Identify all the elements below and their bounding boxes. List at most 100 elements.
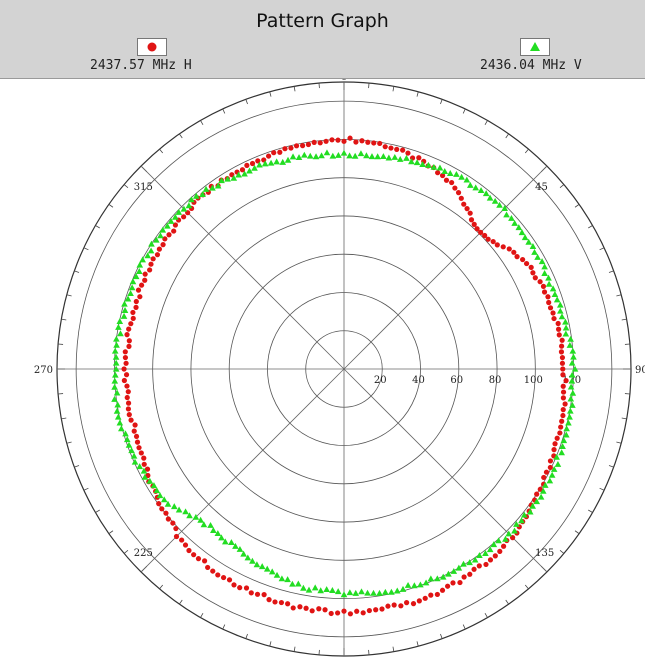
h-pattern-point bbox=[126, 326, 132, 332]
v-pattern-point bbox=[472, 184, 480, 191]
h-pattern-point bbox=[156, 501, 162, 507]
h-pattern-point bbox=[277, 149, 283, 155]
h-pattern-point bbox=[416, 598, 422, 604]
h-pattern-point bbox=[125, 406, 132, 412]
v-pattern-point bbox=[566, 341, 574, 348]
v-pattern-point bbox=[147, 247, 155, 254]
v-pattern-point bbox=[436, 164, 444, 171]
v-pattern-point bbox=[114, 401, 122, 408]
h-pattern-point bbox=[226, 577, 233, 583]
h-pattern-point bbox=[290, 605, 296, 611]
v-pattern-point bbox=[340, 591, 348, 598]
h-pattern-point bbox=[439, 172, 446, 179]
angle-tick bbox=[484, 120, 488, 125]
v-pattern-point bbox=[112, 365, 120, 372]
angle-tick bbox=[599, 247, 605, 251]
v-pattern-point bbox=[193, 192, 200, 199]
h-pattern-point bbox=[365, 139, 371, 145]
h-pattern-point bbox=[560, 383, 566, 389]
h-pattern-point bbox=[530, 270, 536, 276]
angle-tick bbox=[123, 184, 129, 189]
h-pattern-point bbox=[543, 469, 550, 475]
angle-tick bbox=[524, 148, 529, 154]
h-pattern-point bbox=[154, 252, 161, 258]
v-pattern-point bbox=[565, 419, 572, 426]
h-pattern-point bbox=[122, 354, 129, 361]
angle-tick bbox=[200, 120, 204, 125]
h-pattern-point bbox=[511, 249, 517, 255]
v-pattern-point bbox=[502, 535, 509, 542]
angle-tick bbox=[462, 108, 466, 114]
h-pattern-point bbox=[546, 299, 552, 306]
v-pattern-point bbox=[413, 159, 421, 166]
h-pattern-point bbox=[237, 585, 243, 591]
v-pattern-point bbox=[253, 561, 261, 568]
v-pattern-point bbox=[518, 517, 525, 524]
v-pattern-point bbox=[471, 556, 479, 563]
h-pattern-point bbox=[142, 271, 148, 277]
angle-tick bbox=[83, 487, 89, 491]
v-pattern-point bbox=[120, 312, 128, 319]
h-pattern-point bbox=[506, 246, 512, 252]
v-pattern-point bbox=[393, 587, 401, 594]
v-pattern-point bbox=[411, 582, 418, 589]
h-pattern-point bbox=[244, 162, 250, 168]
v-pattern-point bbox=[170, 503, 178, 510]
v-pattern-point bbox=[268, 568, 276, 575]
h-pattern-point bbox=[148, 261, 154, 267]
angle-tick bbox=[574, 204, 580, 208]
angle-tick bbox=[440, 99, 443, 105]
v-pattern-point bbox=[153, 487, 161, 494]
radial-label: 100 bbox=[524, 375, 543, 386]
polar-plot: 0459013518022527031520406080100120 bbox=[34, 79, 645, 657]
v-pattern-point bbox=[157, 232, 164, 239]
v-pattern-point bbox=[533, 498, 541, 505]
v-pattern-point bbox=[513, 520, 520, 527]
h-pattern-point bbox=[405, 150, 411, 156]
v-pattern-point bbox=[518, 229, 526, 236]
v-pattern-point bbox=[256, 161, 263, 168]
angle-tick bbox=[588, 509, 593, 513]
v-pattern-point bbox=[346, 152, 353, 159]
h-pattern-point bbox=[443, 177, 450, 183]
angle-tick bbox=[392, 646, 395, 652]
v-pattern-point bbox=[197, 516, 204, 523]
v-pattern-point bbox=[567, 335, 574, 342]
v-pattern-point bbox=[482, 190, 490, 197]
v-pattern-point bbox=[112, 359, 120, 366]
h-pattern-point bbox=[371, 140, 377, 146]
v-pattern-point bbox=[118, 425, 125, 432]
v-pattern-point bbox=[185, 202, 193, 209]
h-pattern-point bbox=[254, 591, 261, 597]
v-pattern-point bbox=[541, 481, 549, 488]
h-pattern-point bbox=[520, 256, 526, 263]
v-pattern-point bbox=[511, 527, 518, 534]
h-pattern-point bbox=[540, 283, 547, 289]
h-pattern-point bbox=[303, 605, 309, 611]
v-pattern-point bbox=[520, 511, 528, 518]
h-pattern-point bbox=[547, 305, 554, 311]
h-pattern-point bbox=[558, 424, 564, 430]
h-pattern-point bbox=[445, 583, 451, 589]
v-pattern-point bbox=[273, 158, 280, 165]
h-pattern-point bbox=[316, 606, 322, 612]
h-pattern-point bbox=[142, 277, 148, 283]
h-pattern-point bbox=[130, 309, 136, 316]
angle-tick bbox=[559, 549, 565, 554]
h-pattern-point bbox=[467, 571, 473, 577]
v-pattern-point bbox=[125, 441, 133, 448]
h-pattern-point bbox=[550, 310, 556, 316]
h-pattern-point bbox=[323, 138, 329, 144]
v-pattern-point bbox=[370, 589, 377, 596]
h-pattern-point bbox=[220, 574, 227, 581]
h-pattern-point bbox=[173, 533, 180, 540]
v-pattern-point bbox=[130, 452, 138, 459]
h-pattern-point bbox=[121, 366, 127, 372]
v-pattern-point bbox=[160, 496, 168, 503]
h-pattern-point bbox=[354, 608, 360, 614]
h-pattern-point bbox=[128, 417, 134, 423]
angle-tick bbox=[83, 247, 89, 251]
v-pattern-point bbox=[136, 463, 143, 470]
v-pattern-point bbox=[551, 291, 559, 297]
angle-tick bbox=[179, 599, 183, 605]
